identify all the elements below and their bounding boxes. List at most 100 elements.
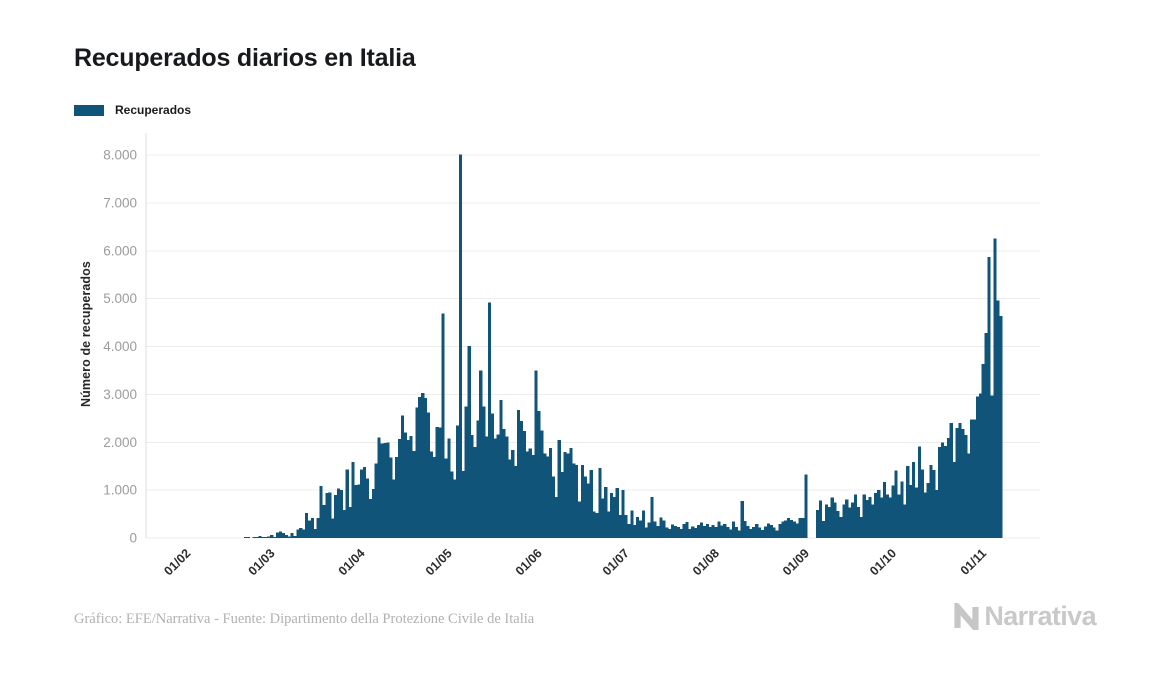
bar [357,484,361,538]
bar [580,465,585,538]
bar [723,524,727,538]
bar [668,528,672,538]
bar [624,515,628,538]
bar [784,520,788,538]
x-tick-label: 01/08 [690,546,722,578]
x-tick-label: 01/04 [336,546,368,578]
x-tick-label: 01/02 [161,546,193,578]
bar [441,313,445,538]
bar [885,494,889,538]
legend-swatch-icon [74,104,104,116]
bar [331,518,335,538]
bar [319,486,323,538]
bar [290,533,294,538]
bar [615,488,619,538]
bar [275,532,280,538]
bar [874,493,878,538]
bar [409,436,413,538]
bar [760,529,765,538]
bar [688,528,692,538]
bar [996,300,1000,538]
bar [348,507,352,538]
bar [981,363,985,538]
bar [418,397,422,538]
bar [906,466,910,538]
bar [909,485,913,538]
bar [676,526,680,538]
bar [609,493,614,538]
bar [644,527,648,538]
bar [595,513,599,538]
bar [487,302,492,538]
bar [554,496,558,538]
bar [638,520,643,538]
bar [938,446,942,538]
bar [458,154,463,538]
bar [758,527,762,538]
y-tick-label: 7.000 [103,195,137,210]
bar [374,463,378,538]
bar [482,406,486,538]
bar [731,521,736,538]
bar [255,537,259,538]
bar [830,497,834,538]
y-tick-label: 2.000 [103,435,137,450]
bar [499,400,503,538]
bar [363,467,367,538]
bar [339,490,343,538]
bar [926,482,930,538]
bar [650,496,654,538]
bar [946,438,950,538]
bar [569,448,573,538]
bar [299,527,303,538]
bar [903,504,907,538]
bar [636,517,640,538]
bar [583,476,587,538]
bar [763,526,767,538]
bar [490,413,494,538]
bar [560,471,564,538]
bar [880,497,884,538]
bar [281,532,285,538]
legend: Recuperados [74,103,191,117]
bar [284,534,288,538]
bar [400,415,404,538]
bar [868,497,872,538]
bar [258,536,262,539]
bar [984,332,988,538]
bar [354,484,358,538]
bar [461,470,465,538]
bar [243,537,248,538]
bar [990,395,994,538]
bar [577,501,582,538]
x-tick-label: 01/06 [513,546,545,578]
bar [531,454,535,538]
bar [575,465,579,538]
bar [485,436,489,538]
bar [949,423,953,538]
bar [360,469,364,538]
bar [882,481,887,538]
y-tick-label: 8.000 [103,148,137,163]
y-tick-label: 4.000 [103,339,137,354]
bar [987,257,991,538]
bar [546,456,550,538]
bar [673,526,677,538]
x-tick-label: 01/10 [867,546,899,578]
x-tick-label: 01/11 [958,546,990,578]
bar [653,521,657,538]
bar [961,428,965,539]
bar [534,370,538,538]
bar [261,537,265,538]
bar [740,501,744,538]
bar [304,512,309,538]
bar [850,502,855,538]
bar [287,536,291,538]
bar [322,505,326,538]
bar [586,483,590,538]
bar [397,438,402,538]
bar [967,453,971,538]
bar [424,398,428,538]
bar [450,471,454,538]
bar [943,446,948,538]
